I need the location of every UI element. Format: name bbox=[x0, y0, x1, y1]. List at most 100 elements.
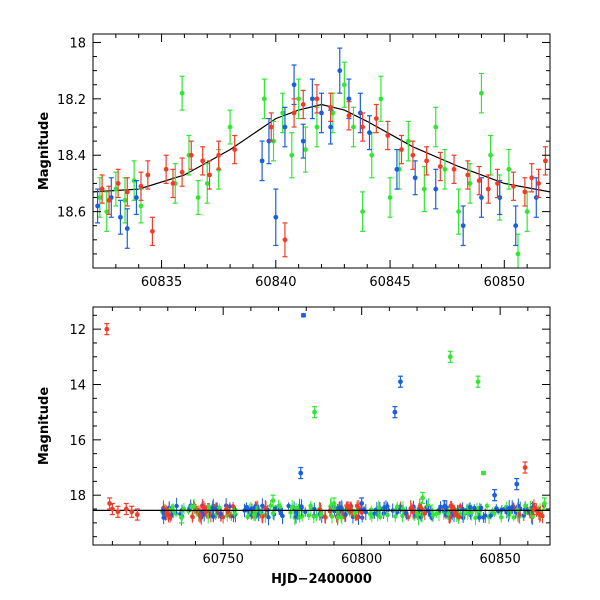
data-point-green bbox=[524, 209, 530, 215]
baseline-point bbox=[537, 512, 542, 518]
baseline-point bbox=[395, 504, 400, 509]
baseline-point bbox=[393, 514, 398, 519]
baseline-point bbox=[268, 503, 273, 508]
data-point-blue bbox=[394, 166, 400, 172]
data-point-red bbox=[207, 172, 212, 178]
baseline-point bbox=[510, 505, 515, 511]
baseline-point bbox=[293, 505, 299, 511]
x-tick-label: 60850 bbox=[479, 552, 520, 567]
data-point-red bbox=[300, 102, 306, 107]
baseline-point bbox=[288, 510, 293, 515]
data-point-blue bbox=[337, 68, 343, 74]
baseline-point bbox=[484, 503, 490, 509]
data-point-red bbox=[134, 512, 140, 517]
y-tick-label: 16 bbox=[69, 434, 86, 449]
data-point-red bbox=[451, 166, 457, 172]
data-point-green bbox=[421, 186, 427, 192]
data-point-red bbox=[150, 228, 155, 234]
baseline-point bbox=[492, 511, 497, 516]
baseline-point bbox=[337, 505, 343, 510]
data-point-green bbox=[420, 495, 425, 501]
data-point-green bbox=[369, 152, 375, 158]
baseline-point bbox=[270, 511, 276, 516]
data-point-blue bbox=[359, 501, 365, 506]
data-point-blue bbox=[118, 214, 123, 220]
baseline-point bbox=[190, 514, 195, 520]
data-point-green bbox=[387, 195, 393, 200]
data-point-red bbox=[530, 506, 536, 512]
baseline-point bbox=[456, 514, 462, 520]
data-point-blue bbox=[367, 130, 372, 136]
baseline-point bbox=[359, 510, 365, 515]
baseline-point bbox=[511, 515, 516, 520]
data-point-red bbox=[522, 189, 528, 195]
data-point-red bbox=[385, 133, 391, 138]
bottom-panel-full-light-curve: 60750 60800 60850 12 14 16 18 Magnitude HJD−2400… bbox=[37, 306, 551, 587]
data-point-red bbox=[104, 326, 110, 332]
data-point-red bbox=[99, 186, 105, 192]
baseline-point bbox=[335, 514, 341, 520]
data-point-blue bbox=[346, 96, 352, 102]
data-point-green bbox=[405, 138, 411, 144]
baseline-point bbox=[230, 504, 236, 509]
baseline-point bbox=[343, 512, 348, 517]
data-point-green bbox=[113, 186, 119, 192]
baseline-point bbox=[329, 514, 335, 519]
baseline-point bbox=[473, 515, 478, 521]
data-point-red bbox=[511, 183, 516, 189]
baseline-point bbox=[483, 513, 488, 518]
data-point-blue bbox=[282, 124, 288, 130]
data-point-blue bbox=[301, 312, 306, 318]
plot-area bbox=[93, 312, 550, 526]
baseline-point bbox=[382, 505, 387, 510]
data-point-red bbox=[163, 166, 169, 172]
baseline-point bbox=[369, 514, 375, 519]
baseline-point bbox=[277, 504, 283, 509]
baseline-point bbox=[394, 510, 400, 515]
data-point-green bbox=[481, 470, 486, 476]
x-tick-label: 60835 bbox=[141, 275, 182, 290]
data-point-green bbox=[506, 166, 512, 172]
baseline-point bbox=[286, 503, 291, 509]
baseline-point bbox=[273, 505, 278, 511]
x-tick-label: 60845 bbox=[369, 275, 410, 290]
data-point-green bbox=[341, 82, 347, 88]
baseline-point bbox=[308, 503, 313, 508]
data-point-green bbox=[122, 197, 128, 203]
data-point-red bbox=[123, 506, 129, 512]
baseline-point bbox=[458, 504, 463, 509]
baseline-point bbox=[259, 510, 264, 515]
data-point-green bbox=[314, 124, 320, 130]
data-point-green bbox=[378, 96, 384, 102]
baseline-point bbox=[415, 512, 420, 517]
baseline-point bbox=[211, 514, 216, 519]
baseline-point bbox=[280, 513, 285, 519]
data-point-green bbox=[331, 501, 337, 506]
baseline-point bbox=[516, 512, 522, 517]
baseline-point bbox=[405, 515, 411, 520]
data-point-red bbox=[543, 158, 548, 164]
data-point-blue bbox=[328, 124, 334, 130]
baseline-point bbox=[488, 513, 494, 518]
baseline-point bbox=[218, 511, 223, 517]
data-point-green bbox=[330, 110, 336, 116]
data-point-blue bbox=[95, 203, 100, 209]
data-point-red bbox=[437, 164, 443, 169]
data-point-green bbox=[456, 209, 461, 215]
baseline-point bbox=[400, 513, 405, 519]
data-point-red bbox=[268, 124, 274, 130]
data-point-red bbox=[424, 158, 430, 164]
data-point-blue bbox=[479, 195, 484, 200]
data-point-red bbox=[529, 175, 535, 181]
data-point-blue bbox=[442, 503, 448, 509]
y-tick-label: 18 bbox=[69, 36, 86, 51]
data-point-red bbox=[188, 152, 194, 158]
data-point-green bbox=[312, 409, 317, 415]
data-point-green bbox=[289, 152, 295, 158]
baseline-point bbox=[245, 514, 250, 520]
data-point-red bbox=[124, 189, 130, 195]
data-point-blue bbox=[398, 379, 403, 385]
baseline-point bbox=[400, 506, 406, 511]
data-point-red bbox=[360, 124, 366, 130]
data-point-green bbox=[433, 124, 439, 130]
